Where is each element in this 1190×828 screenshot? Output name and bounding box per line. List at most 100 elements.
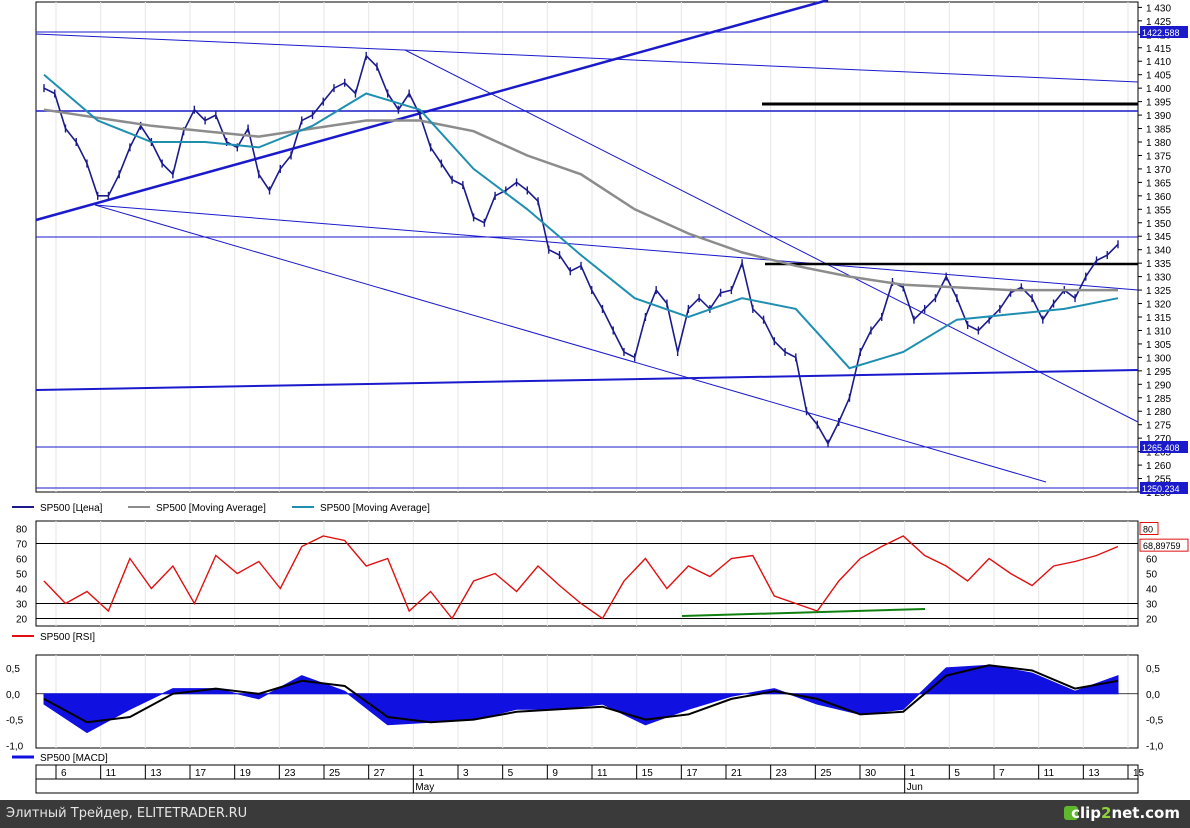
rsi-y-tick-label-left: 50 — [16, 570, 28, 581]
x-axis-month-label: Jun — [907, 782, 923, 793]
price-y-tick-label: 1 265 — [1146, 448, 1171, 459]
x-axis-day-label: 3 — [463, 768, 469, 779]
rsi-y-tick-label-left: 80 — [16, 525, 28, 536]
x-axis-day-label: 13 — [150, 768, 162, 779]
price-y-tick-label: 1 300 — [1146, 353, 1171, 364]
price-y-tick-label: 1 340 — [1146, 246, 1171, 257]
price-y-tick-label: 1 255 — [1146, 475, 1171, 486]
footer-text: Элитный Трейдер, ELITETRADER.RU — [6, 806, 248, 821]
clip2net-icon — [1064, 806, 1078, 820]
x-axis-day-label: 11 — [106, 768, 117, 779]
rsi-y-tick-label-right: 50 — [1146, 570, 1158, 581]
trendline — [35, 369, 1139, 391]
x-axis-day-label: 6 — [61, 768, 67, 779]
price-tag-box — [1140, 441, 1188, 453]
price-y-tick-label: 1 290 — [1146, 380, 1171, 391]
legend-label: SP500 [Moving Average] — [156, 503, 266, 514]
trendline — [35, 0, 829, 222]
trendline — [404, 49, 1139, 423]
rsi-y-tick-label-left: 70 — [16, 540, 28, 551]
price-y-tick-label: 1 360 — [1146, 192, 1171, 203]
price-y-tick-label: 1 395 — [1146, 98, 1171, 109]
brand-part-b: 2 — [1101, 804, 1112, 822]
footer: Элитный Трейдер, ELITETRADER.RU clip2net… — [0, 800, 1190, 828]
price-y-tick-label: 1 385 — [1146, 125, 1171, 136]
legend-label: SP500 [Цена] — [40, 503, 103, 514]
x-axis-day-label: 11 — [1044, 768, 1055, 779]
x-axis-month-label: May — [415, 782, 434, 793]
trendline — [94, 204, 1139, 291]
rsi-line — [43, 535, 1119, 620]
price-series-line — [43, 108, 1118, 292]
price-y-tick-label: 1 305 — [1146, 340, 1171, 351]
price-y-tick-label: 1 275 — [1146, 421, 1171, 432]
price-y-tick-label: 1 355 — [1146, 205, 1171, 216]
x-axis-day-label: 27 — [374, 768, 386, 779]
x-axis-day-label: 15 — [642, 768, 654, 779]
x-axis-day-label: 7 — [999, 768, 1005, 779]
macd-y-tick-label-right: 0,5 — [1146, 664, 1160, 675]
rsi-y-tick-label-left: 40 — [16, 585, 28, 596]
x-axis-day-label: 17 — [686, 768, 698, 779]
footer-brand[interactable]: clip2net.com — [1071, 804, 1180, 822]
rsi-y-tick-label-left: 30 — [16, 600, 28, 611]
rsi-top-tag-box — [1139, 522, 1159, 535]
x-axis-day-label: 9 — [552, 768, 558, 779]
rsi-last-tag-box — [1139, 538, 1189, 552]
x-axis-day-label: 23 — [776, 768, 788, 779]
price-y-tick-label: 1 405 — [1146, 71, 1171, 82]
price-y-tick-label: 1 390 — [1146, 111, 1171, 122]
price-y-tick-label: 1 350 — [1146, 219, 1171, 230]
rsi-y-tick-label-left: 20 — [16, 615, 28, 626]
x-axis-day-label: 19 — [240, 768, 252, 779]
brand-part-d: .com — [1139, 804, 1180, 822]
macd-signal-line — [43, 664, 1119, 724]
price-y-tick-label: 1 345 — [1146, 232, 1171, 243]
x-axis-day-label: 11 — [597, 768, 608, 779]
price-y-tick-label: 1 325 — [1146, 286, 1171, 297]
macd-legend-label: SP500 [MACD] — [40, 753, 108, 764]
price-tag-label: 1250.234 — [1142, 484, 1180, 494]
price-y-tick-label: 1 315 — [1146, 313, 1171, 324]
price-y-tick-label: 1 430 — [1146, 3, 1171, 14]
trendline — [35, 33, 1139, 83]
x-axis-day-label: 5 — [954, 768, 960, 779]
rsi-y-tick-label-right: 40 — [1146, 585, 1158, 596]
price-panel-frame — [35, 1, 1139, 493]
trendline — [94, 204, 1047, 483]
macd-y-tick-label-right: -0,5 — [1146, 716, 1164, 727]
price-tag-box — [1140, 482, 1188, 494]
macd-y-tick-label-left: -0,5 — [6, 716, 24, 727]
macd-y-tick-label-left: 0,5 — [6, 664, 20, 675]
x-axis-day-label: 17 — [195, 768, 207, 779]
price-y-tick-label: 1 295 — [1146, 367, 1171, 378]
x-axis-day-label: 25 — [820, 768, 832, 779]
rsi-last-tag: 68,89759 — [1143, 541, 1181, 551]
x-axis-day-label: 25 — [329, 768, 341, 779]
rsi-top-tag: 80 — [1143, 525, 1153, 535]
macd-y-tick-label-left: -1,0 — [6, 741, 24, 752]
price-series-line — [43, 73, 1119, 370]
price-y-tick-label: 1 370 — [1146, 165, 1171, 176]
x-axis-day-label: 21 — [731, 768, 743, 779]
price-y-tick-label: 1 335 — [1146, 259, 1171, 270]
price-y-tick-label: 1 415 — [1146, 44, 1171, 55]
x-axis-day-label: 5 — [508, 768, 514, 779]
price-y-tick-label: 1 375 — [1146, 151, 1171, 162]
rsi-divergence-line — [681, 608, 926, 617]
price-y-tick-label: 1 280 — [1146, 407, 1171, 418]
macd-y-tick-label-right: 0,0 — [1146, 690, 1160, 701]
price-y-tick-label: 1 410 — [1146, 57, 1171, 68]
rsi-panel-frame — [35, 520, 1139, 627]
brand-part-a: clip — [1071, 804, 1101, 822]
price-y-tick-label: 1 285 — [1146, 394, 1171, 405]
price-y-tick-label: 1 270 — [1146, 434, 1171, 445]
legend-label: SP500 [Moving Average] — [320, 503, 430, 514]
x-axis-day-label: 15 — [1133, 768, 1145, 779]
macd-y-tick-label-left: 0,0 — [6, 690, 20, 701]
x-axis-day-label: 1 — [418, 768, 424, 779]
price-tag-label: 1265.408 — [1142, 443, 1180, 453]
price-y-tick-label: 1 365 — [1146, 178, 1171, 189]
